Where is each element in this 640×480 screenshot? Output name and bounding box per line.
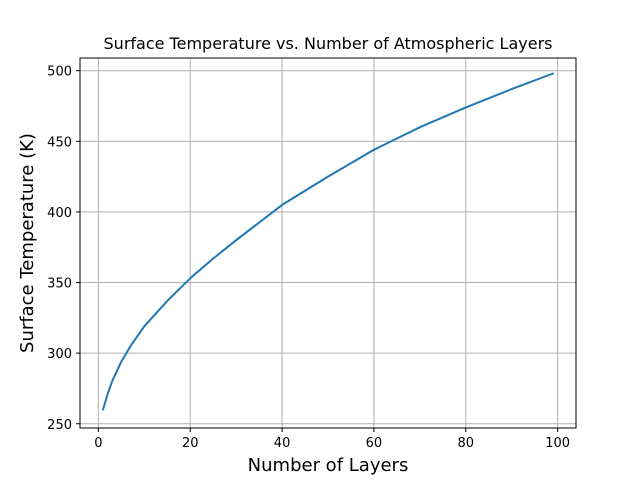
x-tick-label: 40 bbox=[274, 436, 291, 451]
y-axis-ticks: 250 300 350 400 450 500 bbox=[47, 65, 80, 433]
y-tick-label: 400 bbox=[47, 206, 72, 221]
x-tick-label: 100 bbox=[545, 436, 570, 451]
x-tick-label: 80 bbox=[458, 436, 475, 451]
x-tick-label: 60 bbox=[366, 436, 383, 451]
grid bbox=[80, 58, 576, 428]
y-tick-label: 450 bbox=[47, 135, 72, 150]
y-tick-label: 300 bbox=[47, 347, 72, 362]
x-axis-ticks: 0 20 40 60 80 100 bbox=[94, 428, 570, 451]
x-tick-label: 0 bbox=[94, 436, 102, 451]
y-tick-label: 250 bbox=[47, 418, 72, 433]
chart-title: Surface Temperature vs. Number of Atmosp… bbox=[104, 34, 553, 53]
y-tick-label: 350 bbox=[47, 277, 72, 292]
plot-frame bbox=[79, 57, 577, 429]
series-layer bbox=[102, 72, 554, 411]
x-axis-label: Number of Layers bbox=[248, 455, 409, 476]
y-tick-label: 500 bbox=[47, 65, 72, 80]
y-axis-label: Surface Temperature (K) bbox=[17, 133, 38, 353]
series-line bbox=[102, 72, 554, 411]
x-tick-label: 20 bbox=[182, 436, 199, 451]
